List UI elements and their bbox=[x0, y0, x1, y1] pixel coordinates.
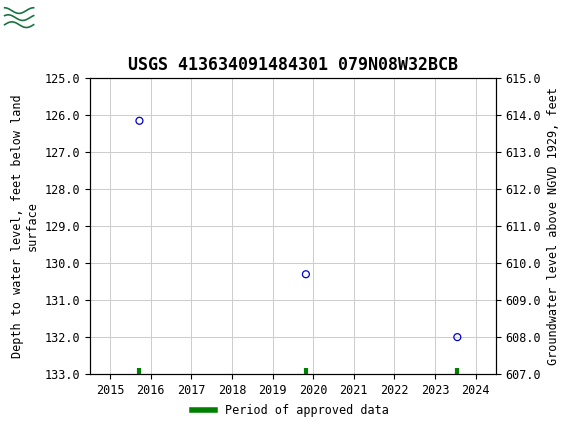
Point bbox=[301, 271, 310, 278]
Text: USGS: USGS bbox=[67, 9, 122, 27]
Point bbox=[452, 334, 462, 341]
Title: USGS 413634091484301 079N08W32BCB: USGS 413634091484301 079N08W32BCB bbox=[128, 56, 458, 74]
Y-axis label: Groundwater level above NGVD 1929, feet: Groundwater level above NGVD 1929, feet bbox=[547, 87, 560, 365]
Legend: Period of approved data: Period of approved data bbox=[187, 399, 393, 422]
Bar bbox=[3, 3, 61, 32]
Point bbox=[135, 117, 144, 124]
Y-axis label: Depth to water level, feet below land
surface: Depth to water level, feet below land su… bbox=[11, 94, 39, 358]
